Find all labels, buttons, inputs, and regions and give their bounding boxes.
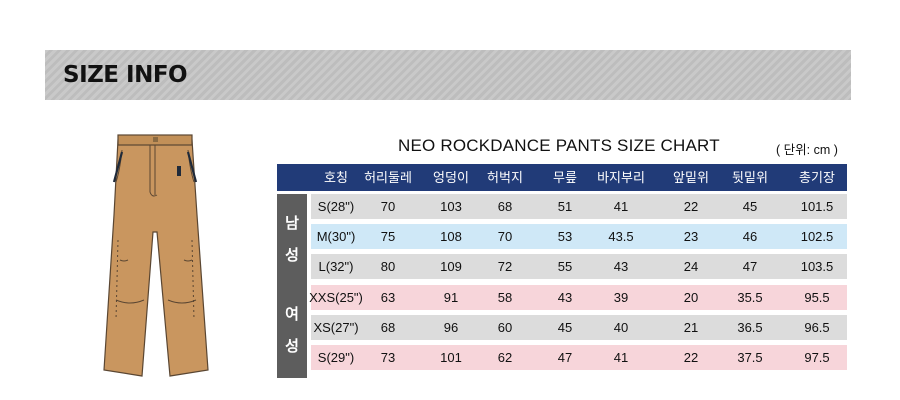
group-label-char: 성 xyxy=(285,337,299,355)
value-cell: 97.5 xyxy=(804,350,830,365)
size-info-banner: SIZE INFO xyxy=(45,50,851,100)
table-row: S(28") 70 103 68 51 41 22 45 101.5 xyxy=(311,194,847,219)
header-cell: 뒷밑위 xyxy=(732,170,768,185)
header-cell: 바지부리 xyxy=(597,170,645,185)
value-cell: 45 xyxy=(557,320,573,335)
header-cell: 앞밑위 xyxy=(673,170,709,185)
value-cell: 43 xyxy=(613,259,629,274)
value-cell: 35.5 xyxy=(737,290,763,305)
value-cell: 103 xyxy=(440,199,462,214)
value-cell: 70 xyxy=(497,229,513,244)
value-cell: 21 xyxy=(683,320,699,335)
value-cell: 109 xyxy=(440,259,462,274)
size-cell: XXS(25") xyxy=(309,290,363,305)
value-cell: 103.5 xyxy=(800,259,834,274)
table-row: L(32") 80 109 72 55 43 24 47 103.5 xyxy=(311,254,847,279)
value-cell: 73 xyxy=(380,350,396,365)
value-cell: 55 xyxy=(557,259,573,274)
value-cell: 68 xyxy=(497,199,513,214)
header-cell: 엉덩이 xyxy=(433,170,469,185)
value-cell: 75 xyxy=(380,229,396,244)
value-cell: 43.5 xyxy=(608,229,634,244)
pants-illustration xyxy=(103,134,209,377)
value-cell: 96 xyxy=(443,320,459,335)
size-cell: M(30") xyxy=(316,229,356,244)
value-cell: 53 xyxy=(557,229,573,244)
value-cell: 47 xyxy=(557,350,573,365)
header-cell: 무릎 xyxy=(553,170,577,185)
value-cell: 39 xyxy=(613,290,629,305)
value-cell: 72 xyxy=(497,259,513,274)
table-row: S(29") 73 101 62 47 41 22 37.5 97.5 xyxy=(311,345,847,370)
value-cell: 37.5 xyxy=(737,350,763,365)
table-row: XS(27") 68 96 60 45 40 21 36.5 96.5 xyxy=(311,315,847,340)
value-cell: 58 xyxy=(497,290,513,305)
value-cell: 36.5 xyxy=(737,320,763,335)
header-cell: 호칭 xyxy=(324,170,348,185)
header-cell: 허벅지 xyxy=(487,170,523,185)
value-cell: 91 xyxy=(443,290,459,305)
value-cell: 95.5 xyxy=(804,290,830,305)
value-cell: 46 xyxy=(742,229,758,244)
value-cell: 24 xyxy=(683,259,699,274)
value-cell: 70 xyxy=(380,199,396,214)
value-cell: 22 xyxy=(683,350,699,365)
table-row: XXS(25") 63 91 58 43 39 20 35.5 95.5 xyxy=(309,285,847,310)
banner-title: SIZE INFO xyxy=(63,62,188,88)
value-cell: 63 xyxy=(380,290,396,305)
header-cell: 총기장 xyxy=(799,170,835,185)
value-cell: 43 xyxy=(557,290,573,305)
group-label-char: 여 xyxy=(285,305,299,323)
value-cell: 60 xyxy=(497,320,513,335)
value-cell: 23 xyxy=(683,229,699,244)
value-cell: 41 xyxy=(613,199,629,214)
value-cell: 108 xyxy=(440,229,462,244)
value-cell: 96.5 xyxy=(804,320,830,335)
size-cell: XS(27") xyxy=(313,320,359,335)
chart-title: NEO ROCKDANCE PANTS SIZE CHART xyxy=(398,136,720,155)
value-cell: 101.5 xyxy=(800,199,834,214)
value-cell: 101 xyxy=(440,350,462,365)
value-cell: 22 xyxy=(683,199,699,214)
value-cell: 51 xyxy=(557,199,573,214)
size-cell: S(28") xyxy=(317,199,355,214)
value-cell: 40 xyxy=(613,320,629,335)
value-cell: 45 xyxy=(742,199,758,214)
value-cell: 20 xyxy=(683,290,699,305)
header-cell: 허리둘레 xyxy=(364,170,412,185)
size-cell: S(29") xyxy=(317,350,355,365)
value-cell: 102.5 xyxy=(800,229,834,244)
table-header: 호칭 허리둘레 엉덩이 허벅지 무릎 바지부리 앞밑위 뒷밑위 총기장 xyxy=(277,164,847,191)
value-cell: 41 xyxy=(613,350,629,365)
group-label-char: 성 xyxy=(285,246,299,264)
value-cell: 47 xyxy=(742,259,758,274)
size-cell: L(32") xyxy=(318,259,354,274)
value-cell: 68 xyxy=(380,320,396,335)
value-cell: 80 xyxy=(380,259,396,274)
table-row: M(30") 75 108 70 53 43.5 23 46 102.5 xyxy=(311,224,847,249)
unit-label: ( 단위: cm ) xyxy=(776,143,838,157)
value-cell: 62 xyxy=(497,350,513,365)
group-label-char: 남 xyxy=(285,214,299,232)
